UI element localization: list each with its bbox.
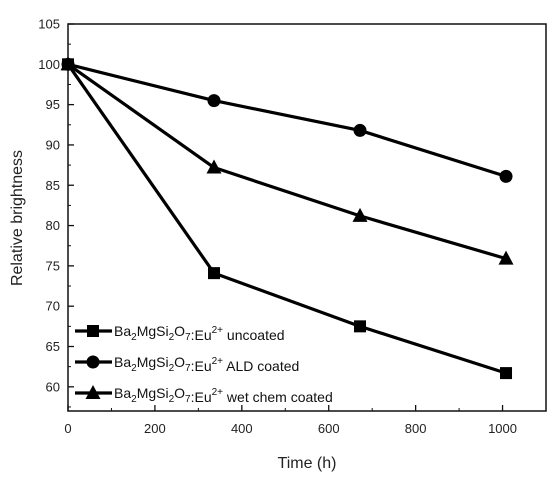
- y-tick-label: 100: [38, 57, 60, 72]
- series-circle: [62, 58, 513, 183]
- legend-item: Ba2MgSi2O7:Eu2+ wet chem coated: [75, 385, 333, 405]
- x-axis: 0 200 400 600 800 1000: [64, 405, 517, 436]
- x-tick-label: 1000: [488, 421, 517, 436]
- y-tick-label: 75: [46, 258, 60, 273]
- legend-label: Ba2MgSi2O7:Eu2+ ALD coated: [114, 354, 299, 374]
- data-point-triangle: [207, 160, 222, 174]
- y-tick-label: 95: [46, 97, 60, 112]
- y-tick-label: 65: [46, 339, 60, 354]
- x-axis-title: Time (h): [278, 455, 337, 472]
- y-tick-label: 90: [46, 137, 60, 152]
- y-tick-label: 80: [46, 218, 60, 233]
- legend-item: Ba2MgSi2O7:Eu2+ ALD coated: [75, 354, 299, 374]
- legend-label: Ba2MgSi2O7:Eu2+ wet chem coated: [114, 385, 333, 405]
- x-tick-label: 800: [405, 421, 427, 436]
- y-axis-title: Relative brightness: [9, 150, 26, 286]
- y-tick-label: 85: [46, 178, 60, 193]
- y-tick-label: 70: [46, 299, 60, 314]
- legend-item: Ba2MgSi2O7:Eu2+ uncoated: [75, 323, 285, 343]
- legend-marker-circle: [87, 356, 100, 369]
- x-tick-label: 200: [144, 421, 166, 436]
- legend-marker-square: [87, 325, 99, 337]
- data-point-square: [208, 267, 220, 279]
- x-tick-label: 0: [64, 421, 71, 436]
- data-point-circle: [208, 94, 221, 107]
- data-point-square: [500, 367, 512, 379]
- x-tick-label: 400: [231, 421, 253, 436]
- data-point-square: [354, 320, 366, 332]
- series-triangle: [61, 56, 514, 264]
- x-tick-label: 600: [318, 421, 340, 436]
- legend: Ba2MgSi2O7:Eu2+ uncoated Ba2MgSi2O7:Eu2+ …: [75, 323, 333, 405]
- data-point-circle: [500, 170, 513, 183]
- y-tick-label: 60: [46, 379, 60, 394]
- data-point-circle: [354, 124, 367, 137]
- y-tick-label: 105: [38, 17, 60, 32]
- legend-label: Ba2MgSi2O7:Eu2+ uncoated: [114, 323, 285, 343]
- series-line: [68, 64, 506, 258]
